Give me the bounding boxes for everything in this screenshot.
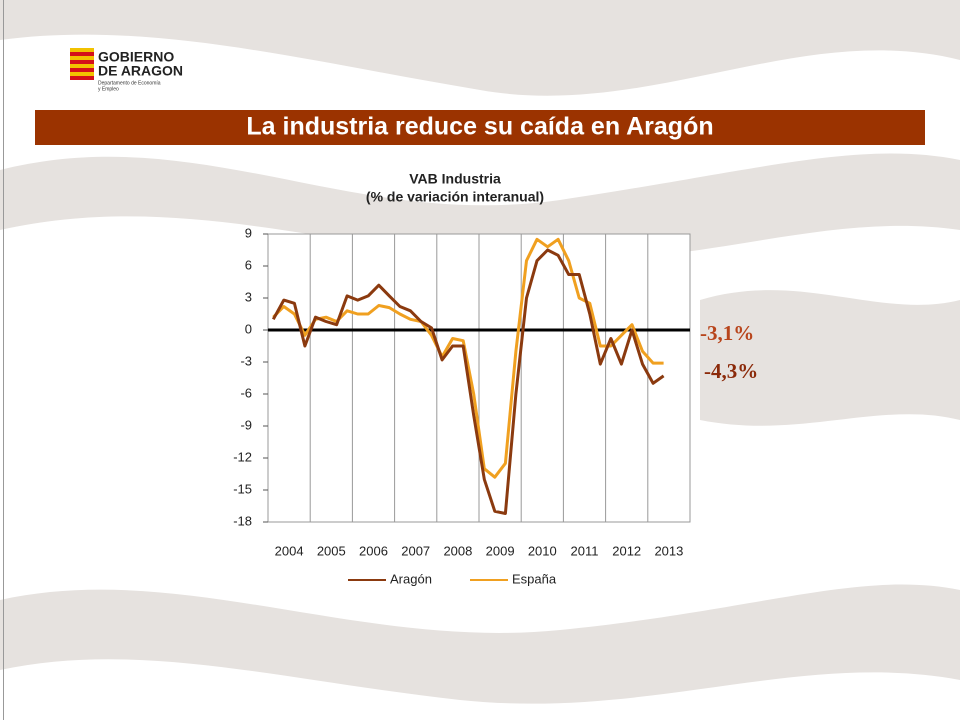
legend-label: España — [512, 571, 557, 586]
x-tick-label: 2009 — [486, 543, 515, 558]
y-tick-label: -18 — [233, 513, 252, 528]
y-tick-label: -12 — [233, 449, 252, 464]
x-tick-label: 2007 — [401, 543, 430, 558]
y-tick-label: -6 — [240, 385, 252, 400]
logo-subtext: Departamento de Economía — [98, 80, 161, 86]
x-tick-label: 2005 — [317, 543, 346, 558]
x-tick-label: 2008 — [443, 543, 472, 558]
x-tick-label: 2004 — [275, 543, 304, 558]
slide-title: La industria reduce su caída en Aragón — [246, 113, 713, 141]
y-tick-label: -3 — [240, 353, 252, 368]
y-tick-label: -9 — [240, 417, 252, 432]
chart-subtitle: (% de variación interanual) — [366, 189, 544, 205]
x-tick-label: 2010 — [528, 543, 557, 558]
annotation: -3,1% — [700, 321, 754, 345]
y-tick-label: 6 — [245, 257, 252, 272]
logo-subtext: y Empleo — [98, 86, 119, 92]
x-tick-label: 2012 — [612, 543, 641, 558]
logo: GOBIERNO DE ARAGON Departamento de Econo… — [70, 48, 183, 92]
y-tick-label: -15 — [233, 481, 252, 496]
y-tick-label: 0 — [245, 321, 252, 336]
x-tick-label: 2006 — [359, 543, 388, 558]
logo-text: DE ARAGON — [98, 63, 183, 79]
x-tick-label: 2011 — [571, 543, 599, 558]
legend-label: Aragón — [390, 571, 432, 586]
title-bar — [35, 110, 925, 145]
series-line — [271, 248, 665, 515]
y-tick-label: 3 — [245, 289, 252, 304]
logo-text: GOBIERNO — [98, 49, 174, 65]
x-tick-label: 2013 — [654, 543, 683, 558]
edge-line — [3, 0, 4, 720]
background-waves — [0, 0, 960, 704]
chart-title: VAB Industria — [409, 171, 501, 187]
annotation: -4,3% — [704, 359, 758, 383]
y-tick-label: 9 — [245, 225, 252, 240]
